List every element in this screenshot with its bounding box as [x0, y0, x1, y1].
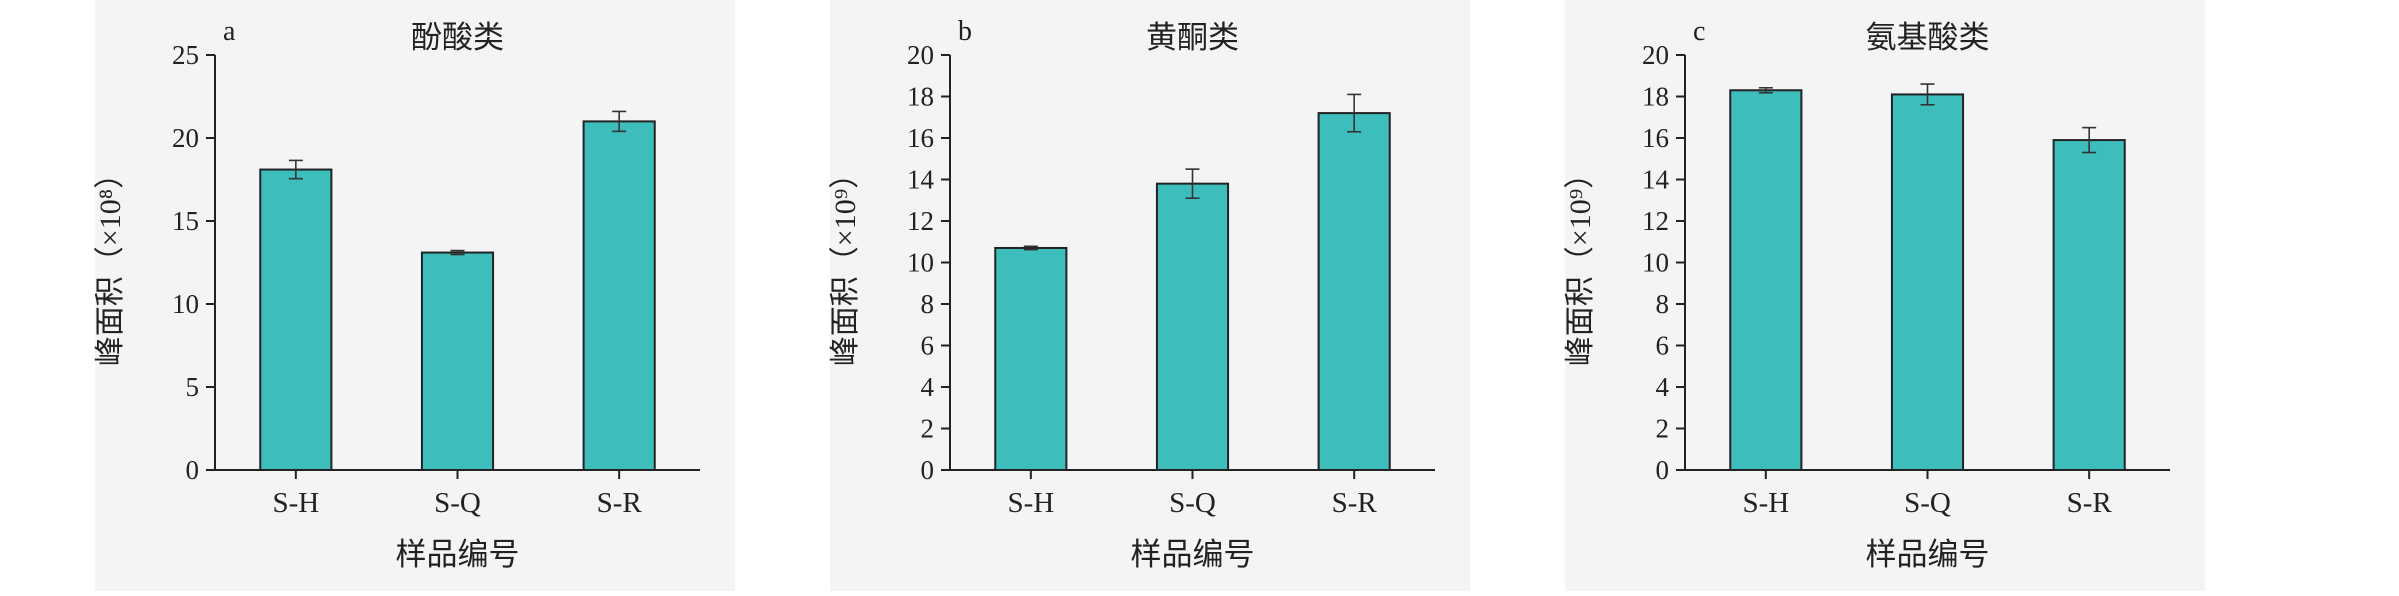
y-tick-label: 14 — [1642, 165, 1670, 195]
chart-title: 氨基酸类 — [1866, 20, 1990, 55]
y-tick-label: 20 — [907, 40, 934, 70]
x-axis-label: 样品编号 — [1131, 537, 1255, 572]
bar-s-h — [259, 168, 333, 471]
x-tick-label: S-Q — [434, 487, 481, 519]
y-tick-label: 6 — [921, 331, 935, 361]
x-tick-label: S-H — [272, 487, 319, 519]
bar-s-h — [1729, 89, 1803, 472]
y-tick-label: 10 — [907, 248, 934, 278]
panel-letter: c — [1693, 16, 1705, 47]
x-tick-label: S-H — [1007, 487, 1054, 519]
y-tick-label: 20 — [1642, 40, 1669, 70]
y-tick-label: 25 — [172, 40, 199, 70]
y-tick-label: 2 — [921, 414, 935, 444]
y-tick-label: 20 — [172, 123, 199, 153]
chart-title: 黄酮类 — [1146, 20, 1239, 55]
y-tick-label: 8 — [921, 289, 935, 319]
bar-s-r — [582, 120, 656, 472]
panel-letter: b — [958, 16, 972, 47]
y-tick-label: 5 — [186, 372, 200, 402]
y-tick-label: 12 — [1642, 206, 1669, 236]
y-tick-label: 10 — [172, 289, 199, 319]
y-axis-label: 峰面积（×10⁸） — [94, 159, 127, 366]
y-tick-label: 4 — [921, 372, 935, 402]
x-axis-label: 样品编号 — [1866, 537, 1990, 572]
x-tick-label: S-R — [2067, 487, 2113, 519]
x-tick-label: S-Q — [1169, 487, 1216, 519]
y-axis-label: 峰面积（×10⁹） — [829, 159, 862, 366]
x-tick-label: S-H — [1742, 487, 1789, 519]
bar-s-q — [1890, 93, 1965, 472]
y-tick-label: 15 — [172, 206, 199, 236]
y-tick-label: 0 — [1656, 455, 1670, 485]
x-tick-label: S-R — [1332, 487, 1378, 519]
y-tick-label: 18 — [1642, 82, 1669, 112]
y-tick-label: 8 — [1656, 289, 1670, 319]
bar-s-h — [994, 246, 1068, 471]
x-tick-label: S-Q — [1904, 487, 1951, 519]
x-tick-label: S-R — [597, 487, 643, 519]
bar-s-r — [2052, 139, 2126, 471]
y-tick-label: 16 — [1642, 123, 1669, 153]
y-tick-label: 14 — [907, 165, 935, 195]
y-tick-label: 0 — [186, 455, 200, 485]
y-tick-label: 10 — [1642, 248, 1669, 278]
chart-title: 酚酸类 — [411, 20, 504, 55]
y-tick-label: 0 — [921, 455, 935, 485]
bar-s-q — [420, 251, 495, 471]
x-axis-label: 样品编号 — [396, 537, 520, 572]
y-axis-label: 峰面积（×10⁹） — [1564, 159, 1597, 366]
y-tick-label: 2 — [1656, 414, 1670, 444]
y-tick-label: 12 — [907, 206, 934, 236]
y-tick-label: 6 — [1656, 331, 1670, 361]
y-tick-label: 18 — [907, 82, 934, 112]
bar-s-r — [1317, 112, 1391, 471]
bar-s-q — [1155, 182, 1230, 471]
y-tick-label: 4 — [1656, 372, 1670, 402]
y-tick-label: 16 — [907, 123, 934, 153]
panel-letter: a — [223, 16, 236, 47]
